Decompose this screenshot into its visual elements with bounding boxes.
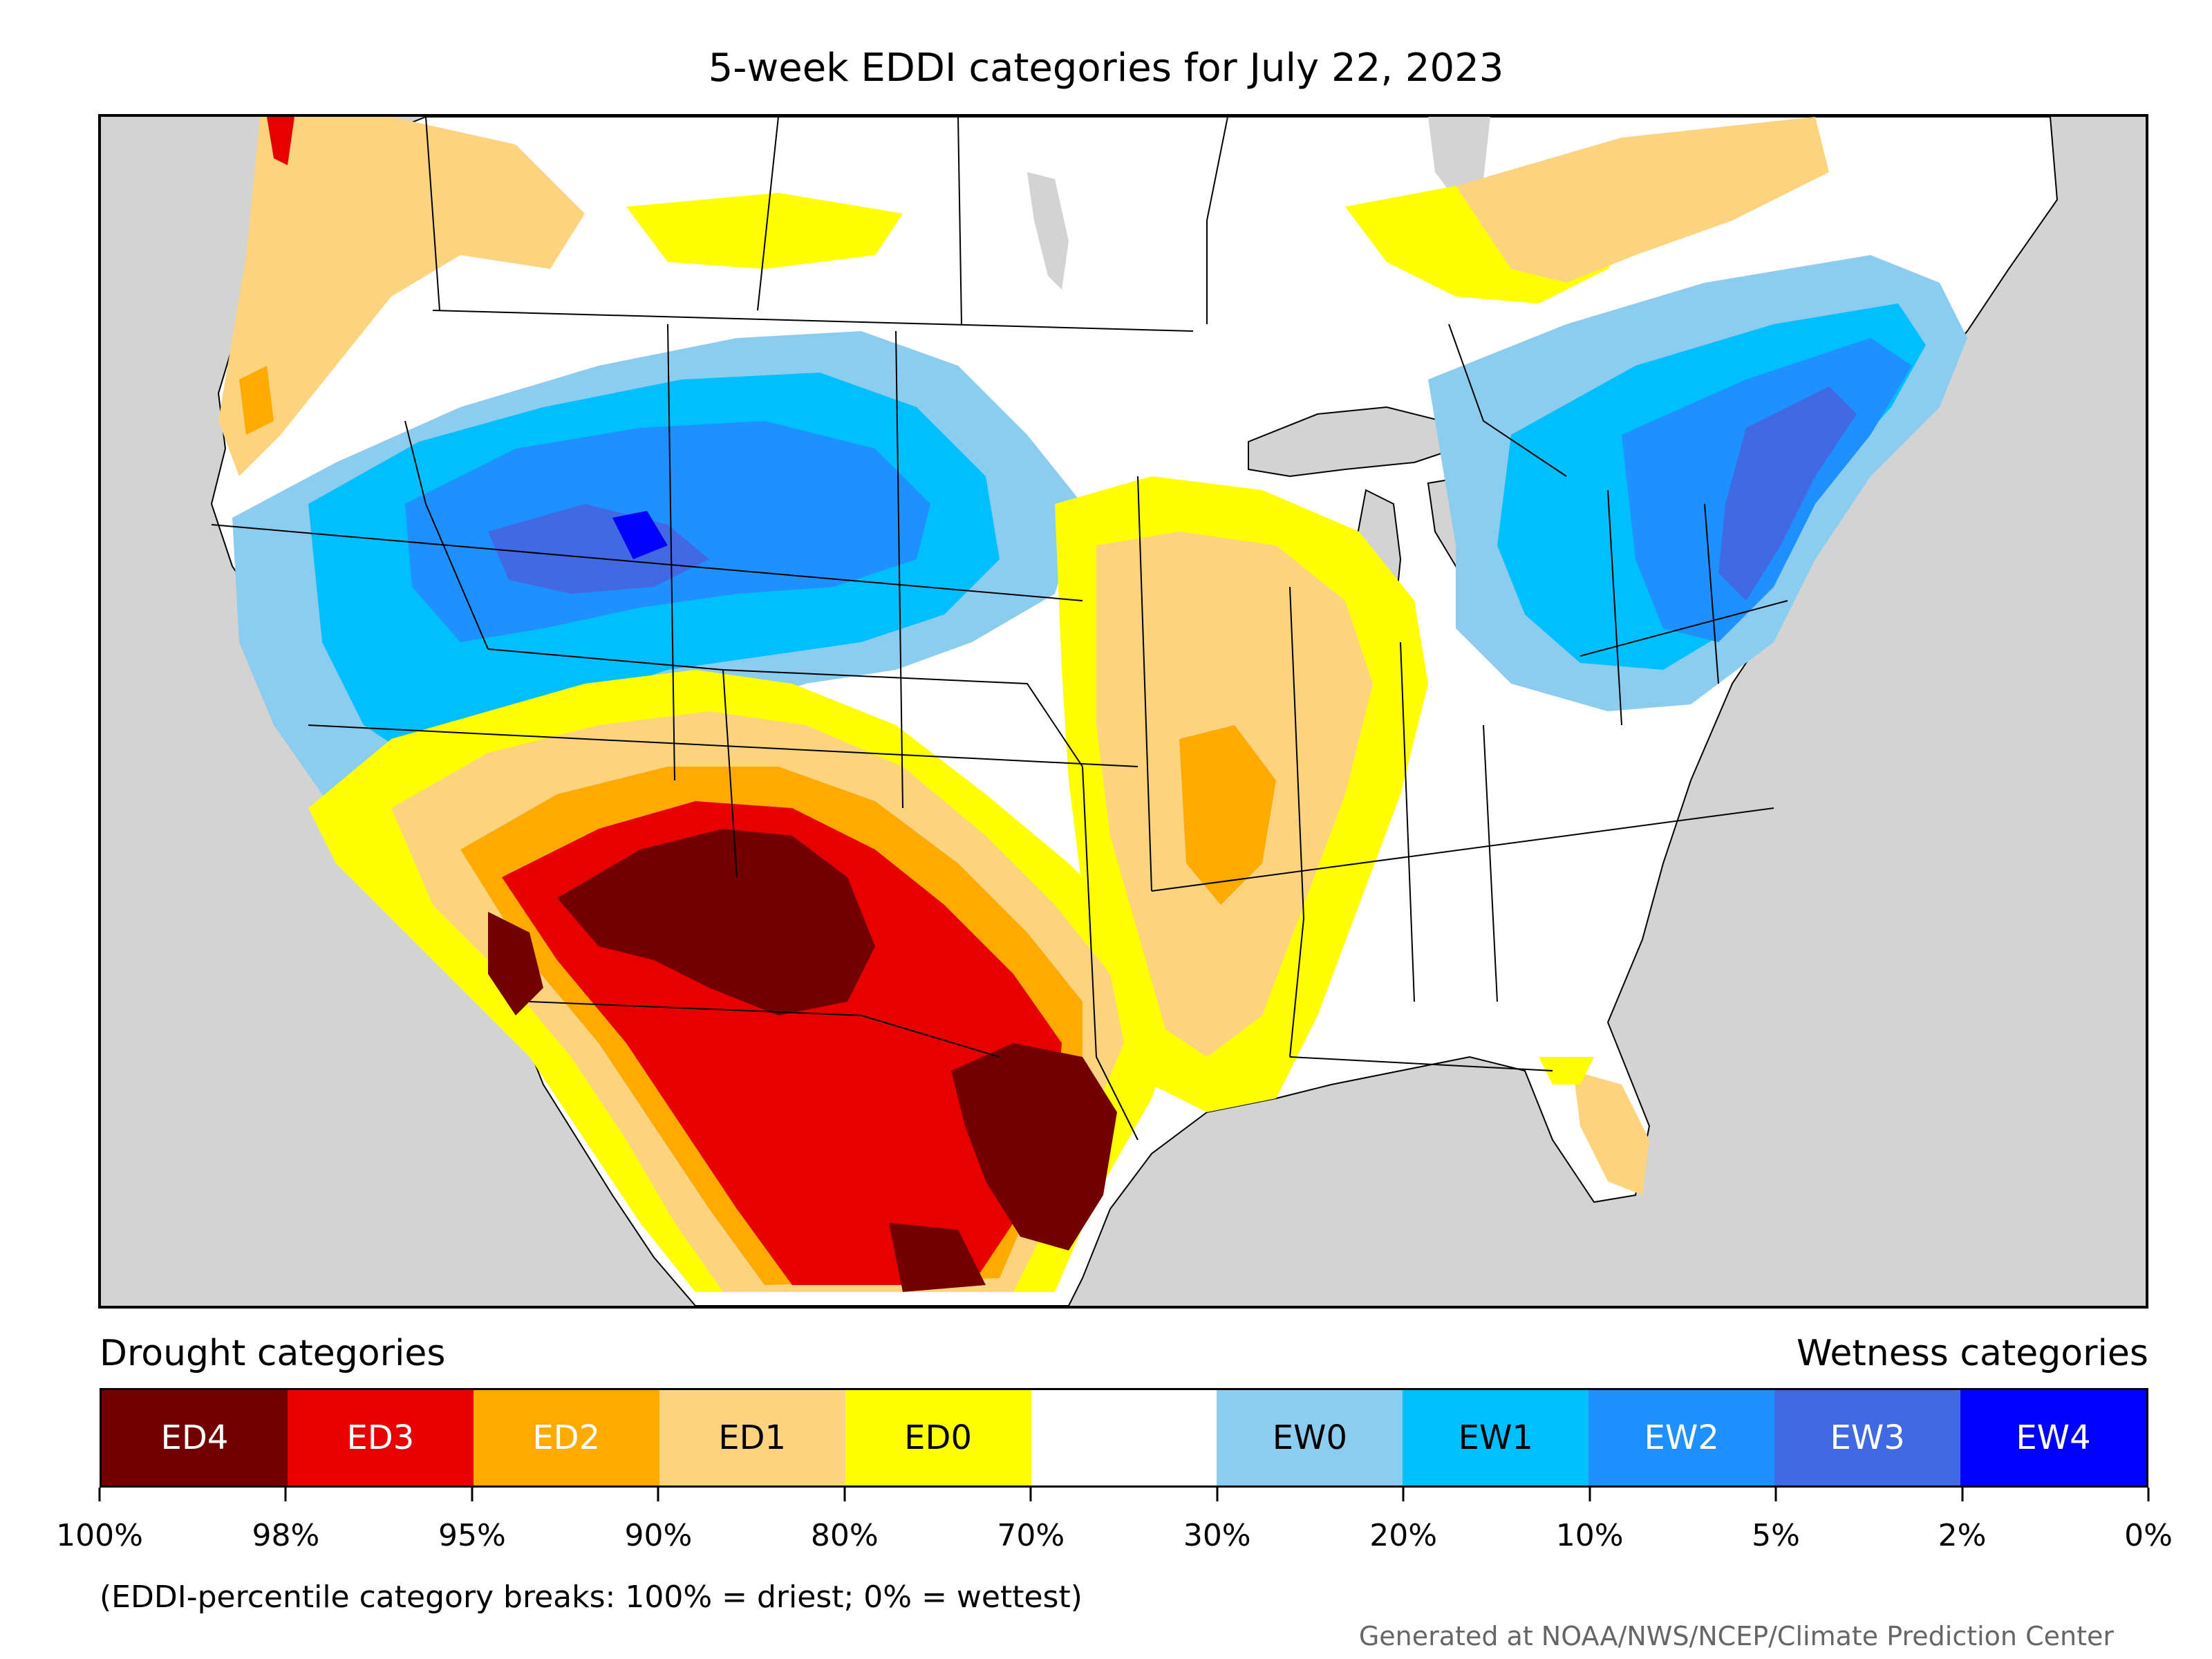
- colorbar-tick-label: 10%: [1555, 1518, 1624, 1553]
- colorbar-tick-label: 20%: [1369, 1518, 1438, 1553]
- colorbar-seg-ed1: ED1: [659, 1390, 845, 1485]
- colorbar-tick: [471, 1488, 474, 1501]
- colorbar-tick-label: 5%: [1752, 1518, 1800, 1553]
- region-ed4-baja: [488, 912, 543, 1015]
- colorbar-label-ed3: ED3: [346, 1418, 415, 1457]
- credit-line: Generated at NOAA/NWS/NCEP/Climate Predi…: [1358, 1621, 2114, 1651]
- colorbar-tick: [284, 1488, 287, 1501]
- colorbar-label-ew3: EW3: [1830, 1418, 1905, 1457]
- drought-categories-label: Drought categories: [100, 1333, 446, 1374]
- region-ew4-west: [612, 511, 668, 559]
- region-ed4-sw: [557, 829, 875, 1015]
- colorbar-seg-ew4: EW4: [1960, 1390, 2146, 1485]
- colorbar-tick: [1216, 1488, 1219, 1501]
- region-ed1-florida: [1573, 1071, 1649, 1195]
- region-ew3-east: [1718, 386, 1857, 601]
- colorbar-label-ed1: ED1: [718, 1418, 787, 1457]
- colorbar-tick-label: 90%: [624, 1518, 693, 1553]
- colorbar-label-ew2: EW2: [1644, 1418, 1719, 1457]
- wetness-categories-label: Wetness categories: [1797, 1333, 2148, 1374]
- colorbar-seg-ed4: ED4: [102, 1390, 288, 1485]
- colorbar-tick: [1588, 1488, 1591, 1501]
- colorbar-seg-ew0: EW0: [1217, 1390, 1403, 1485]
- political-boundaries: [211, 117, 1788, 1141]
- colorbar-tick-label: 98%: [252, 1518, 320, 1553]
- colorbar-tick: [2147, 1488, 2150, 1501]
- region-ed4-tx: [951, 1043, 1117, 1250]
- map-title: 5-week EDDI categories for July 22, 2023: [708, 46, 1504, 91]
- colorbar-label-ed4: ED4: [160, 1418, 229, 1457]
- colorbar-tick-label: 100%: [56, 1518, 143, 1553]
- colorbar-seg-ew3: EW3: [1774, 1390, 1961, 1485]
- colorbar-tick: [1774, 1488, 1777, 1501]
- colorbar-label-ew1: EW1: [1458, 1418, 1533, 1457]
- region-ed0-florida: [1539, 1057, 1594, 1085]
- colorbar-tick-label: 30%: [1183, 1518, 1251, 1553]
- category-breaks-note: (EDDI-percentile category breaks: 100% =…: [100, 1580, 1082, 1615]
- map-frame: [98, 114, 2148, 1309]
- region-ed1-pnw: [218, 117, 585, 476]
- colorbar-label-ed2: ED2: [532, 1418, 601, 1457]
- colorbar-seg-neutral: [1031, 1390, 1217, 1485]
- colorbar-tick: [1029, 1488, 1032, 1501]
- colorbar-tick: [98, 1488, 101, 1501]
- colorbar-tick-label: 95%: [438, 1518, 506, 1553]
- region-ed1-quebec: [1456, 117, 1829, 283]
- colorbar-seg-ed0: ED0: [845, 1390, 1031, 1485]
- colorbar-tick: [843, 1488, 846, 1501]
- colorbar-tick: [1402, 1488, 1405, 1501]
- colorbar-tick-label: 2%: [1938, 1518, 1987, 1553]
- category-colorbar: ED4 ED3 ED2 ED1 ED0 EW0 EW1 EW2 EW3 EW4: [100, 1388, 2148, 1488]
- map-svg: [101, 117, 2146, 1306]
- region-ed2-pnw: [239, 366, 274, 435]
- colorbar-seg-ew1: EW1: [1403, 1390, 1589, 1485]
- colorbar-label-ew4: EW4: [2016, 1418, 2091, 1457]
- region-ed3-pnw: [267, 117, 294, 165]
- colorbar-seg-ew2: EW2: [1588, 1390, 1775, 1485]
- colorbar-seg-ed3: ED3: [287, 1390, 474, 1485]
- colorbar-tick: [657, 1488, 659, 1501]
- colorbar-ticks: [98, 1488, 2150, 1501]
- colorbar-tick: [1961, 1488, 1964, 1501]
- colorbar-tick-label: 0%: [2124, 1518, 2173, 1553]
- colorbar-label-ew0: EW0: [1272, 1418, 1348, 1457]
- colorbar-tick-label: 80%: [810, 1518, 879, 1553]
- colorbar-label-ed0: ED0: [904, 1418, 972, 1457]
- lake-winnipeg: [1027, 172, 1069, 290]
- hudson-bay-fragment: [1428, 117, 1490, 200]
- colorbar-seg-ed2: ED2: [473, 1390, 659, 1485]
- region-ed2-midwest: [1179, 725, 1276, 905]
- region-ed4-mx: [889, 1223, 986, 1292]
- colorbar-tick-label: 70%: [997, 1518, 1065, 1553]
- region-ed0-prairie: [626, 193, 903, 269]
